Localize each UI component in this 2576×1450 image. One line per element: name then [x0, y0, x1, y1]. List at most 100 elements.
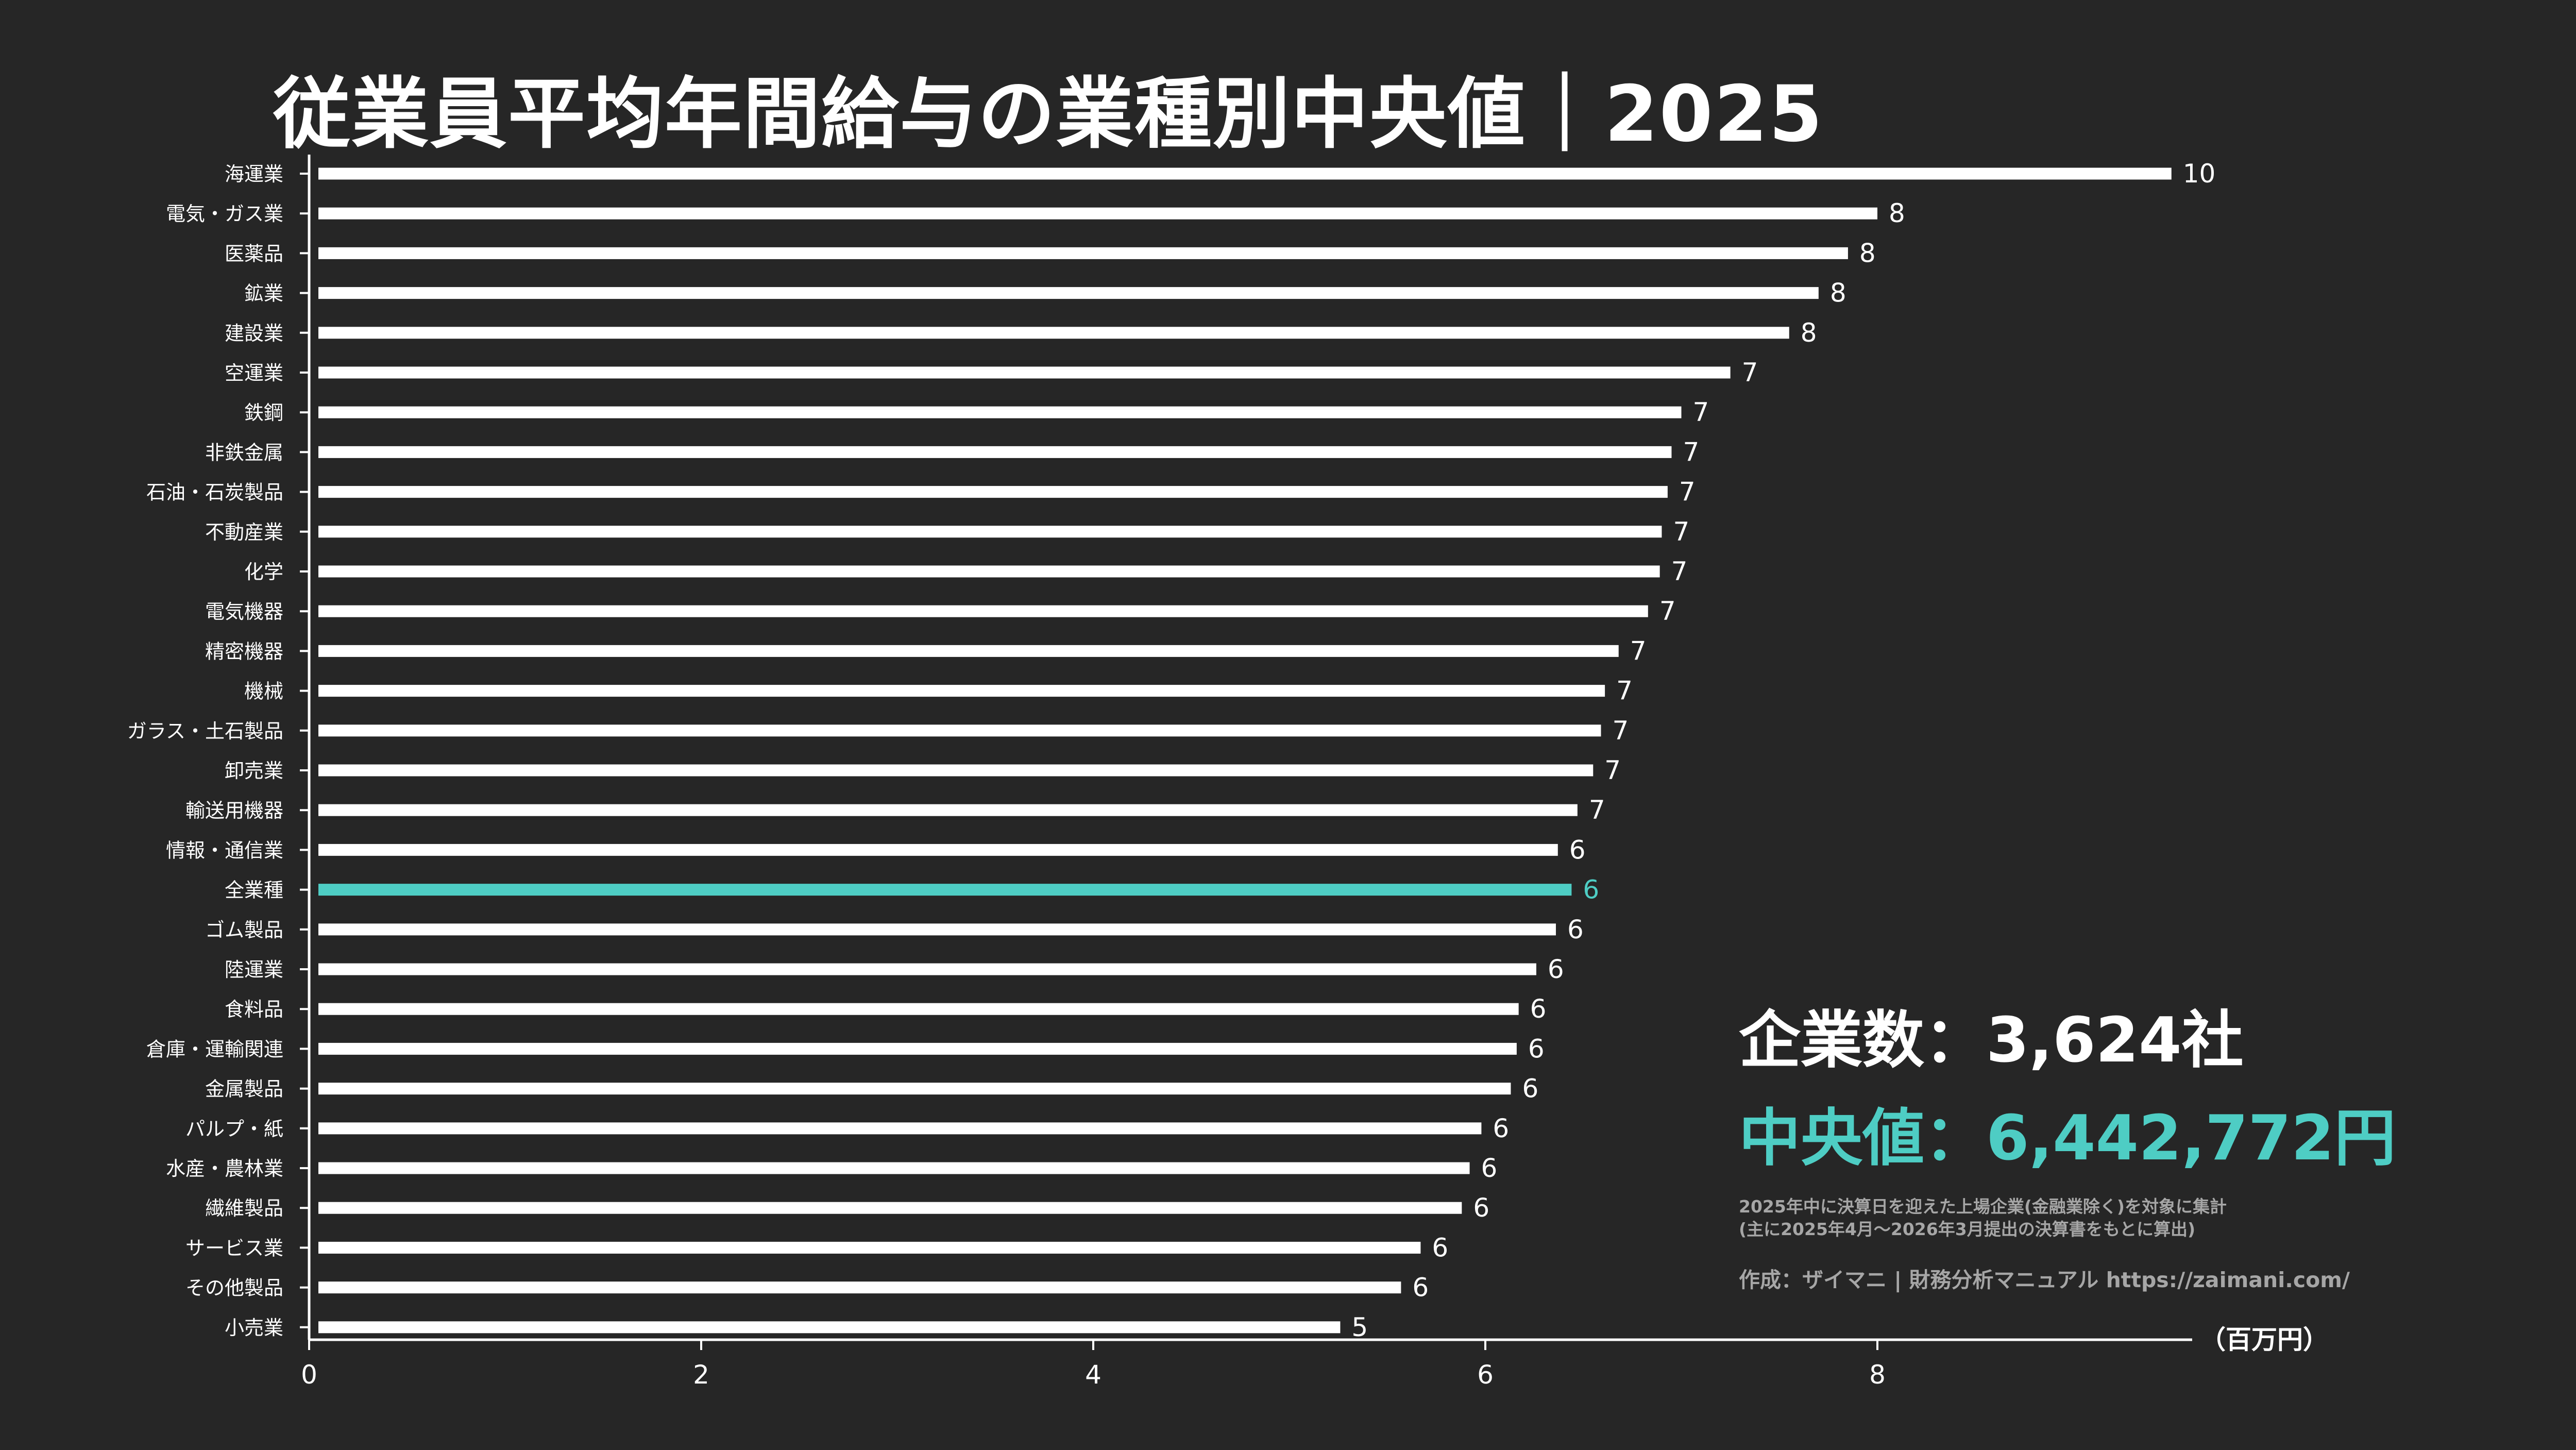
- category-label: 鉄鋼: [244, 401, 283, 424]
- category-label: 化学: [244, 561, 283, 583]
- category-label: 輸送用機器: [185, 799, 283, 822]
- median-label: 中央値：: [1739, 1103, 1986, 1174]
- category-label: 食料品: [225, 998, 283, 1021]
- data-label: 6: [1567, 915, 1584, 945]
- credit-text: 作成：ザイマニ | 財務分析マニュアル https://zaimani.com/: [1739, 1268, 2350, 1292]
- data-label: 7: [1693, 397, 1709, 427]
- data-label: 7: [1612, 716, 1629, 746]
- category-label: 陸運業: [225, 958, 283, 981]
- bar: [318, 327, 1789, 339]
- category-label: 全業種: [225, 879, 283, 902]
- category-label: その他製品: [185, 1277, 283, 1300]
- bar: [318, 486, 1668, 498]
- category-label: 建設業: [225, 322, 283, 345]
- category-label: サービス業: [185, 1237, 283, 1259]
- footnote-line-1: 2025年中に決算日を迎えた上場企業(金融業除く)を対象に集計: [1739, 1196, 2227, 1217]
- bar: [318, 844, 1558, 856]
- data-label: 7: [1673, 517, 1689, 547]
- bar: [318, 963, 1536, 975]
- data-label: 7: [1679, 477, 1696, 507]
- category-label: ガラス・土石製品: [127, 720, 283, 743]
- category-label: 不動産業: [205, 521, 283, 544]
- category-label: 医薬品: [225, 242, 283, 265]
- bar: [318, 366, 1731, 379]
- bar: [318, 1241, 1421, 1254]
- data-label: 10: [2183, 159, 2216, 189]
- data-label: 6: [1530, 994, 1547, 1024]
- unit-label: （百万円）: [2200, 1325, 2329, 1355]
- category-label: 精密機器: [205, 640, 283, 663]
- data-label: 7: [1659, 596, 1676, 626]
- category-label: 水産・農林業: [166, 1157, 283, 1180]
- category-label: パルプ・紙: [185, 1118, 283, 1140]
- bar: [318, 724, 1601, 737]
- bar: [318, 406, 1682, 418]
- summary-panel: 企業数：3,624社 中央値：6,442,772円 2025年中に決算日を迎えた…: [1739, 1005, 2396, 1293]
- category-label: 電気・ガス業: [166, 203, 283, 225]
- category-label: 電気機器: [205, 600, 283, 623]
- data-label: 7: [1671, 557, 1688, 586]
- data-label: 6: [1493, 1114, 1509, 1143]
- median-summary: 中央値：6,442,772円: [1739, 1103, 2396, 1175]
- bar-highlight: [318, 884, 1572, 896]
- bar: [318, 685, 1605, 697]
- bar: [318, 1003, 1519, 1015]
- data-label: 6: [1412, 1273, 1429, 1303]
- company-count-label: 企業数：: [1739, 1005, 1986, 1076]
- category-label: 繊維製品: [205, 1197, 283, 1220]
- bar: [318, 645, 1619, 657]
- data-label: 7: [1630, 636, 1647, 666]
- category-label: 卸売業: [225, 760, 283, 782]
- footnote: 2025年中に決算日を迎えた上場企業(金融業除く)を対象に集計 (主に2025年…: [1739, 1195, 2396, 1241]
- bar: [318, 764, 1594, 777]
- bar: [318, 1042, 1517, 1055]
- data-label: 7: [1589, 795, 1605, 825]
- data-label: 8: [1889, 198, 1905, 228]
- median-value: 6,442,772円: [1986, 1103, 2396, 1174]
- category-label: 空運業: [225, 362, 283, 384]
- data-label: 7: [1616, 676, 1633, 706]
- bar: [318, 565, 1660, 578]
- bar: [318, 526, 1662, 538]
- bar: [318, 1122, 1482, 1135]
- x-tick-label: 0: [301, 1360, 317, 1390]
- bar: [318, 446, 1672, 458]
- category-label: 小売業: [225, 1317, 283, 1339]
- bar: [318, 804, 1578, 816]
- x-tick-label: 6: [1477, 1360, 1494, 1390]
- category-label: 情報・通信業: [166, 839, 283, 862]
- bar: [318, 923, 1556, 936]
- category-label: 石油・石炭製品: [146, 481, 283, 504]
- data-label: 5: [1351, 1312, 1368, 1342]
- x-tick-label: 2: [693, 1360, 709, 1390]
- data-label: 7: [1683, 437, 1699, 467]
- category-label: 海運業: [225, 163, 283, 186]
- data-label: 7: [1604, 755, 1621, 785]
- data-label: 6: [1522, 1074, 1538, 1104]
- bar: [318, 247, 1848, 259]
- data-label: 7: [1742, 358, 1758, 387]
- bar: [318, 167, 2172, 180]
- data-label: 6: [1528, 1034, 1545, 1064]
- data-label: 6: [1548, 954, 1564, 984]
- bar: [318, 207, 1877, 220]
- data-label: 6: [1583, 875, 1599, 905]
- category-label: 金属製品: [205, 1078, 283, 1101]
- data-label: 6: [1569, 835, 1586, 865]
- company-count-value: 3,624社: [1986, 1005, 2244, 1076]
- data-label: 6: [1473, 1193, 1489, 1223]
- data-label: 6: [1432, 1233, 1448, 1262]
- data-label: 8: [1801, 318, 1817, 348]
- bar: [318, 287, 1819, 299]
- x-tick-label: 8: [1869, 1360, 1886, 1390]
- bar: [318, 1083, 1511, 1095]
- footnote-line-2: (主に2025年4月～2026年3月提出の決算書をもとに算出): [1739, 1219, 2196, 1239]
- data-label: 6: [1481, 1153, 1498, 1183]
- data-label: 8: [1830, 278, 1846, 308]
- chart-title: 従業員平均年間給与の業種別中央値｜2025: [273, 70, 1824, 159]
- bar: [318, 1282, 1401, 1294]
- data-label: 8: [1859, 238, 1876, 268]
- category-label: 機械: [244, 680, 283, 703]
- company-count: 企業数：3,624社: [1739, 1005, 2396, 1077]
